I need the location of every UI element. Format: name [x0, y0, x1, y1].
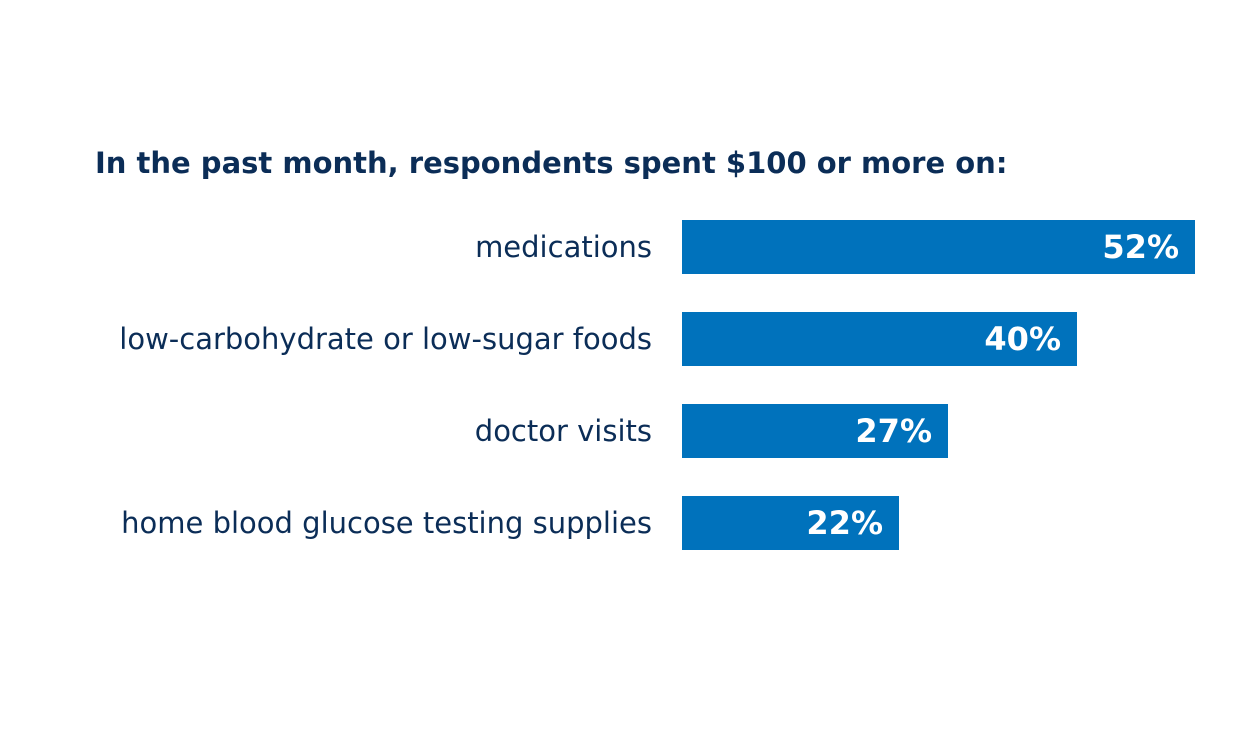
bar [682, 312, 1077, 366]
chart-title: In the past month, respondents spent $10… [95, 146, 1008, 180]
value-label: 27% [855, 412, 932, 450]
bar [682, 220, 1195, 274]
category-label: home blood glucose testing supplies [121, 506, 652, 540]
value-label: 22% [806, 504, 883, 542]
category-label: medications [475, 230, 652, 264]
bar [682, 496, 899, 550]
category-label: doctor visits [474, 414, 652, 448]
category-label: low-carbohydrate or low-sugar foods [119, 322, 652, 356]
value-label: 40% [984, 320, 1061, 358]
value-label: 52% [1102, 228, 1179, 266]
bar [682, 404, 948, 458]
